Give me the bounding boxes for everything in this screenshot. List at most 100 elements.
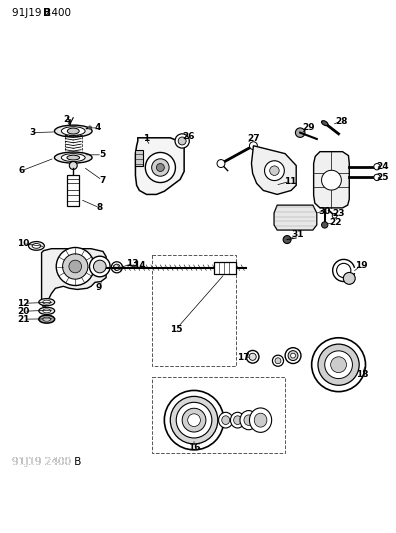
Ellipse shape <box>43 309 51 313</box>
Circle shape <box>332 213 337 218</box>
Text: 21: 21 <box>17 314 30 324</box>
Ellipse shape <box>39 298 55 306</box>
Text: 8: 8 <box>97 204 103 212</box>
Text: 24: 24 <box>376 162 388 171</box>
Text: 30: 30 <box>318 207 331 215</box>
Circle shape <box>283 236 291 244</box>
Bar <box>135 150 143 166</box>
Circle shape <box>182 408 206 432</box>
Bar <box>67 175 79 206</box>
Circle shape <box>318 344 359 385</box>
Ellipse shape <box>322 120 328 126</box>
Circle shape <box>156 164 164 172</box>
Text: 17: 17 <box>237 353 250 362</box>
Text: 22: 22 <box>329 219 342 228</box>
Polygon shape <box>314 152 349 208</box>
Bar <box>214 262 236 273</box>
Text: 2: 2 <box>63 115 70 124</box>
Bar <box>152 255 236 366</box>
Text: 26: 26 <box>182 132 194 141</box>
Ellipse shape <box>254 413 267 427</box>
Ellipse shape <box>275 358 281 364</box>
Ellipse shape <box>61 154 85 161</box>
Text: 6: 6 <box>19 166 25 175</box>
Text: 5: 5 <box>99 150 105 159</box>
Text: 11: 11 <box>284 177 296 186</box>
Ellipse shape <box>249 353 256 360</box>
Text: 9: 9 <box>95 283 101 292</box>
Text: 28: 28 <box>335 117 348 126</box>
Circle shape <box>217 159 225 167</box>
Circle shape <box>56 247 94 286</box>
Ellipse shape <box>32 244 41 248</box>
Ellipse shape <box>54 125 92 137</box>
Circle shape <box>152 159 169 176</box>
Text: B: B <box>43 8 51 18</box>
Ellipse shape <box>54 152 92 163</box>
Circle shape <box>374 174 380 181</box>
Text: 15: 15 <box>170 325 183 334</box>
Ellipse shape <box>114 264 120 270</box>
Text: 91J19 2400: 91J19 2400 <box>12 457 74 467</box>
Ellipse shape <box>244 415 253 425</box>
Ellipse shape <box>219 413 233 428</box>
Text: 27: 27 <box>247 134 260 143</box>
Polygon shape <box>251 146 296 195</box>
Text: 13: 13 <box>126 259 139 268</box>
Ellipse shape <box>246 351 259 363</box>
Ellipse shape <box>67 128 79 134</box>
Circle shape <box>93 260 106 273</box>
Text: 31: 31 <box>291 230 304 239</box>
Polygon shape <box>274 205 317 230</box>
Circle shape <box>265 161 284 181</box>
Circle shape <box>249 142 257 150</box>
Bar <box>152 377 285 453</box>
Ellipse shape <box>29 241 44 251</box>
Text: 91J19 2400: 91J19 2400 <box>12 8 74 18</box>
Text: 4: 4 <box>95 124 101 132</box>
Polygon shape <box>42 249 106 306</box>
Ellipse shape <box>288 351 298 360</box>
Text: 23: 23 <box>332 209 345 219</box>
Text: 25: 25 <box>376 173 388 182</box>
Circle shape <box>175 134 189 148</box>
Circle shape <box>270 166 279 175</box>
Circle shape <box>337 263 351 278</box>
Circle shape <box>176 402 212 438</box>
Text: 1: 1 <box>143 134 149 143</box>
Ellipse shape <box>39 315 55 323</box>
Circle shape <box>312 338 366 392</box>
Ellipse shape <box>291 353 295 358</box>
Ellipse shape <box>285 348 301 364</box>
Circle shape <box>89 256 110 277</box>
Ellipse shape <box>39 308 55 314</box>
Text: 14: 14 <box>133 261 146 270</box>
Ellipse shape <box>67 155 80 160</box>
Circle shape <box>295 128 305 138</box>
Circle shape <box>331 357 346 373</box>
Circle shape <box>374 164 380 170</box>
Bar <box>65 135 82 155</box>
Ellipse shape <box>230 413 245 428</box>
Ellipse shape <box>222 416 230 424</box>
Ellipse shape <box>111 262 122 273</box>
Ellipse shape <box>272 355 284 366</box>
Ellipse shape <box>61 127 85 135</box>
Ellipse shape <box>234 416 242 424</box>
Circle shape <box>63 254 88 279</box>
Circle shape <box>322 222 328 228</box>
Circle shape <box>343 272 355 284</box>
Circle shape <box>178 137 186 145</box>
Polygon shape <box>135 138 184 195</box>
Text: 91J19 2400 B: 91J19 2400 B <box>12 457 81 467</box>
Circle shape <box>188 414 200 426</box>
Circle shape <box>322 170 341 190</box>
Text: 3: 3 <box>29 128 36 137</box>
Text: 29: 29 <box>302 124 314 132</box>
Circle shape <box>69 161 77 169</box>
Text: 7: 7 <box>99 176 105 184</box>
Text: 16: 16 <box>188 443 200 453</box>
Circle shape <box>69 260 82 273</box>
Ellipse shape <box>240 410 257 430</box>
Text: 10: 10 <box>17 239 29 248</box>
